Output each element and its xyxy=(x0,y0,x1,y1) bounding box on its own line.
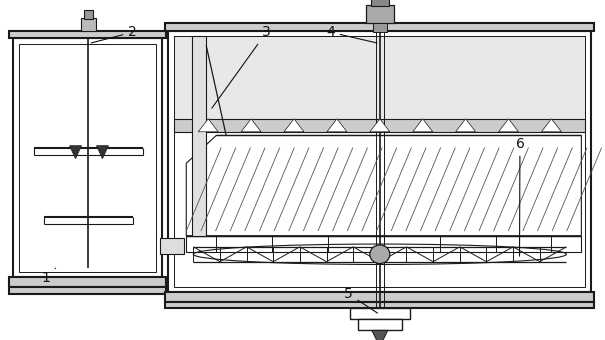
Text: 3: 3 xyxy=(212,25,271,108)
Bar xyxy=(160,238,185,254)
Bar xyxy=(80,18,96,31)
Bar xyxy=(366,5,394,23)
Circle shape xyxy=(370,245,390,264)
Polygon shape xyxy=(541,119,561,132)
Polygon shape xyxy=(370,119,390,132)
Polygon shape xyxy=(241,119,261,132)
Bar xyxy=(350,308,410,319)
Bar xyxy=(165,292,594,302)
Bar xyxy=(174,36,586,287)
Bar xyxy=(165,302,594,308)
Text: 6: 6 xyxy=(515,137,525,256)
Bar xyxy=(8,287,166,294)
Bar xyxy=(192,36,206,236)
Bar xyxy=(371,0,389,6)
Text: 2: 2 xyxy=(91,25,137,43)
Polygon shape xyxy=(413,119,433,132)
Bar xyxy=(174,36,586,119)
Polygon shape xyxy=(70,146,82,159)
Bar xyxy=(19,44,156,272)
Bar xyxy=(168,31,591,292)
Bar xyxy=(373,23,387,33)
Text: 4: 4 xyxy=(326,25,377,43)
Bar xyxy=(83,10,94,19)
Bar xyxy=(8,31,166,38)
Bar xyxy=(13,38,162,277)
Bar xyxy=(186,236,581,252)
Polygon shape xyxy=(96,146,108,159)
Bar xyxy=(174,119,586,132)
Polygon shape xyxy=(198,119,218,132)
Polygon shape xyxy=(456,119,476,132)
Polygon shape xyxy=(499,119,518,132)
Bar xyxy=(8,277,166,287)
Text: 1: 1 xyxy=(42,268,56,285)
Bar xyxy=(165,23,594,31)
Text: 5: 5 xyxy=(344,287,378,313)
Polygon shape xyxy=(327,119,347,132)
Polygon shape xyxy=(186,135,581,236)
Polygon shape xyxy=(284,119,304,132)
Polygon shape xyxy=(372,330,388,340)
Bar xyxy=(358,319,402,330)
